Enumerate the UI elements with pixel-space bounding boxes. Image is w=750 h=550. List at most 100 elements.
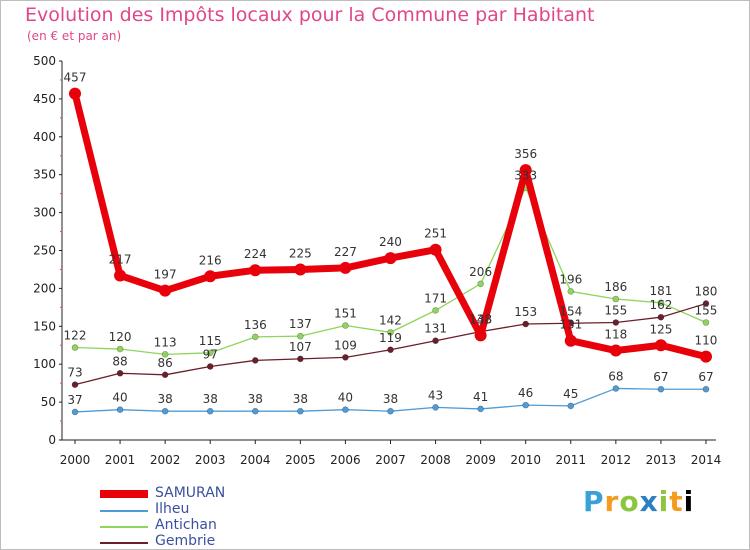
data-label: 38 [248, 392, 263, 406]
data-label: 206 [469, 265, 492, 279]
x-tick-label: 2000 [60, 453, 91, 467]
data-label: 142 [379, 313, 402, 327]
data-point [206, 407, 214, 415]
x-tick-label: 2004 [240, 453, 271, 467]
x-tick-label: 2001 [105, 453, 136, 467]
data-label: 45 [563, 387, 578, 401]
legend-item-antichan[interactable]: Antichan [100, 517, 400, 534]
data-label: 37 [67, 393, 82, 407]
data-label: 131 [424, 322, 447, 336]
data-point [251, 407, 259, 415]
data-label: 41 [473, 390, 488, 404]
data-point [387, 329, 394, 336]
data-point [204, 270, 217, 283]
data-label: 151 [334, 307, 357, 321]
x-tick-label: 2005 [285, 453, 316, 467]
legend-label: Gembrie [155, 533, 216, 549]
data-point [249, 264, 262, 277]
data-label: 113 [154, 335, 177, 349]
data-label: 67 [698, 370, 713, 384]
data-label: 73 [67, 366, 82, 380]
data-label: 86 [157, 356, 172, 370]
y-tick-label: 200 [33, 281, 56, 295]
data-point [702, 319, 710, 326]
data-label: 115 [199, 334, 222, 348]
data-point [477, 280, 484, 288]
data-point [161, 407, 169, 415]
legend: SAMURAN Ilheu Antichan Gembrie [100, 485, 400, 550]
legend-swatch [100, 526, 148, 528]
data-label: 457 [64, 71, 87, 85]
data-point [519, 164, 532, 177]
data-point [654, 339, 667, 352]
data-label: 356 [514, 147, 537, 161]
data-label: 38 [293, 392, 308, 406]
data-label: 67 [653, 370, 668, 384]
axes: 0 50 100 150 200 250 300 350 400 450 500 2000 2001 20… [33, 54, 721, 467]
data-point [297, 407, 304, 415]
data-label: 143 [469, 313, 492, 327]
proxiti-logo[interactable]: Proxiti [583, 485, 695, 518]
y-tick-label: 500 [33, 54, 56, 68]
data-label: 131 [559, 318, 582, 332]
data-label: 118 [604, 328, 627, 342]
data-label: 225 [289, 246, 312, 260]
data-point [432, 404, 439, 411]
legend-swatch [100, 490, 148, 498]
data-label: 122 [64, 329, 87, 343]
data-label: 88 [112, 354, 127, 368]
data-point [702, 385, 710, 393]
data-point [71, 344, 79, 351]
x-tick-label: 2011 [555, 453, 586, 467]
x-tick-label: 2012 [601, 453, 632, 467]
x-tick-label: 2014 [691, 453, 722, 467]
data-point [657, 385, 665, 393]
data-label: 154 [559, 304, 582, 318]
data-point [657, 313, 665, 321]
data-point [161, 371, 169, 379]
data-point [159, 284, 172, 297]
data-point [116, 369, 124, 377]
data-label: 333 [514, 169, 537, 183]
data-point [71, 381, 79, 388]
data-point [657, 299, 665, 307]
data-label: 186 [604, 280, 627, 294]
data-point [432, 337, 439, 345]
data-label: 197 [154, 268, 177, 282]
data-label: 162 [649, 298, 672, 312]
data-label: 216 [199, 253, 222, 267]
data-label: 109 [334, 338, 357, 352]
legend-item-samuran[interactable]: SAMURAN [100, 485, 400, 502]
chart-title: Evolution des Impôts locaux pour la Comm… [25, 4, 595, 26]
data-point [206, 363, 214, 370]
data-point [477, 405, 484, 413]
data-label: 217 [109, 253, 132, 267]
legend-swatch [100, 542, 148, 544]
data-point [342, 322, 349, 329]
data-point [116, 406, 124, 413]
data-point [567, 402, 575, 410]
data-label: 43 [428, 388, 443, 402]
data-point [206, 349, 214, 357]
data-point [612, 319, 620, 326]
y-tick-label: 300 [33, 206, 56, 220]
data-point [69, 87, 81, 100]
series-group [69, 87, 712, 416]
data-point [429, 243, 442, 256]
data-point [702, 300, 710, 307]
y-tick-label: 100 [33, 357, 56, 371]
x-tick-label: 2013 [646, 453, 677, 467]
x-tick-label: 2007 [375, 453, 406, 467]
data-point [342, 406, 349, 413]
legend-item-gembrie[interactable]: Gembrie [100, 533, 400, 550]
data-label: 136 [244, 318, 267, 332]
data-point [116, 345, 124, 353]
chart-subtitle: (en € et par an) [27, 29, 122, 43]
data-point [612, 385, 620, 392]
y-tick-label: 400 [33, 130, 56, 144]
data-label: 107 [289, 340, 312, 354]
data-point [522, 401, 530, 409]
legend-label: SAMURAN [155, 485, 226, 501]
legend-item-ilheu[interactable]: Ilheu [100, 501, 400, 518]
x-tick-label: 2003 [195, 453, 226, 467]
